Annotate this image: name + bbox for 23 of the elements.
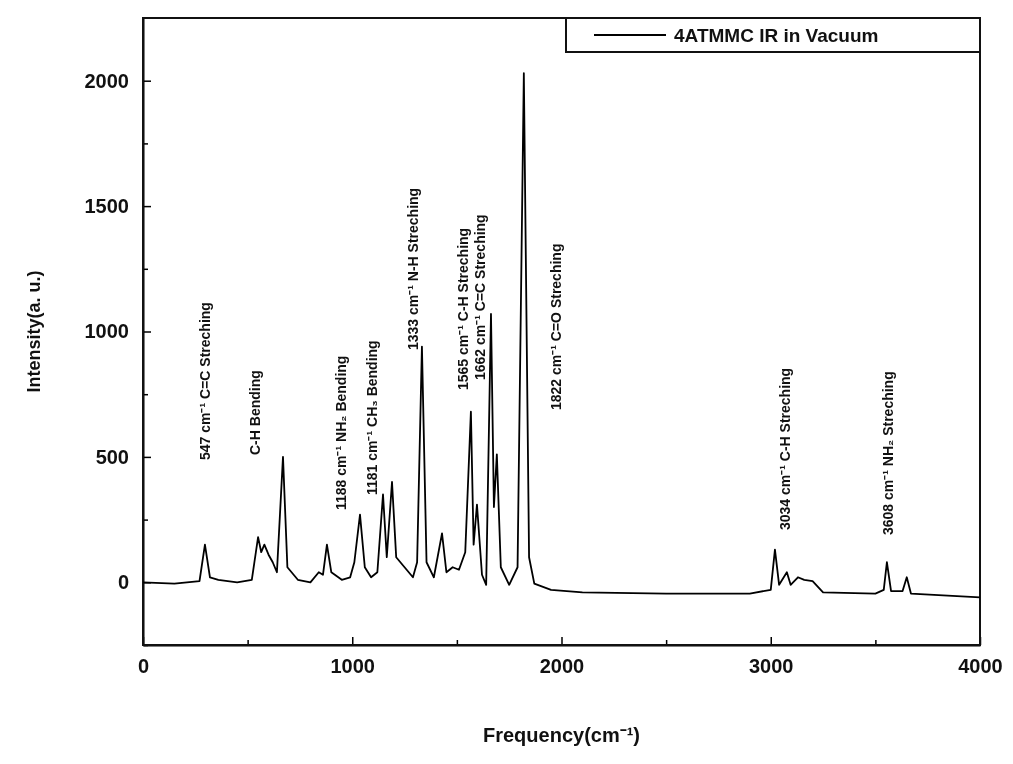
annotation: 1662 cm⁻¹ C=C Streching	[472, 214, 488, 380]
annotation: 1188 cm⁻¹ NH₂ Bending	[333, 355, 349, 510]
x-tick-label: 0	[137, 655, 150, 678]
annotation: C-H Bending	[247, 370, 263, 455]
y-tick-label: 2000	[84, 69, 129, 92]
x-tick-label: 3000	[749, 655, 794, 678]
legend-label: 4ATMMC IR in Vacuum	[674, 25, 879, 46]
x-tick-label: 1000	[330, 655, 375, 678]
annotation: 547 cm⁻¹ C=C Streching	[197, 302, 213, 460]
y-tick-label: 1000	[84, 320, 129, 343]
annotation: 1333 cm⁻¹ N-H Streching	[405, 187, 421, 350]
y-tick-label: 1500	[84, 195, 129, 217]
y-axis-title: Intensity(a. u.)	[24, 270, 44, 393]
x-tick-label: 2000	[539, 655, 585, 678]
x-tick-label: 4000	[958, 655, 1003, 678]
y-tick-label: 500	[95, 445, 129, 468]
annotation: 1181 cm⁻¹ CH₃ Bending	[364, 340, 380, 495]
annotation: 3034 cm⁻¹ C-H Streching	[777, 367, 793, 530]
x-axis-title: Frequency(cm⁻¹)	[482, 724, 641, 746]
annotation: 1822 cm⁻¹ C=O Streching	[548, 243, 564, 410]
annotation: 3608 cm⁻¹ NH₂ Streching	[880, 371, 896, 535]
y-tick-label: 0	[117, 571, 129, 594]
annotation: 1565 cm⁻¹ C-H Streching	[455, 227, 471, 390]
